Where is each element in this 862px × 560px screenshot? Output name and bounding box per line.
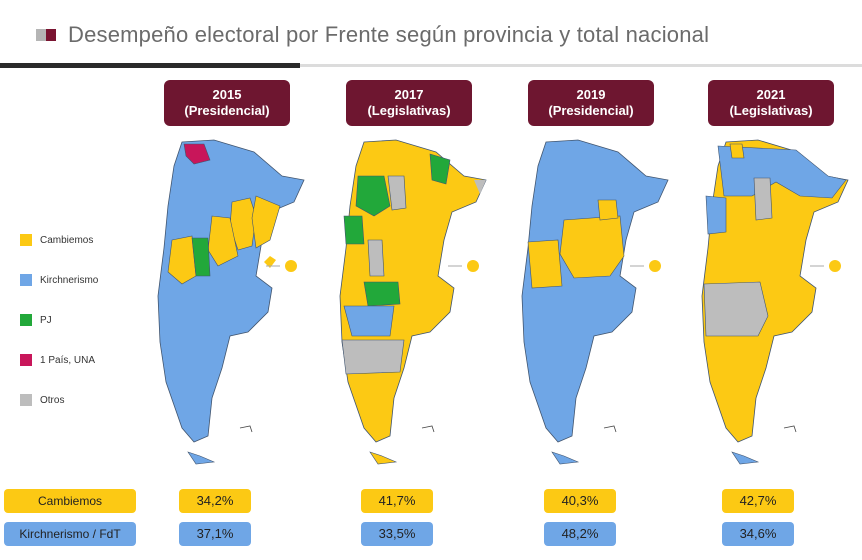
province-catamarca [355,175,391,217]
province-jujuy [729,143,745,159]
province-san-luis [367,239,385,277]
legend-label: 1 País, UNA [40,354,96,366]
legend-item-un-pais: 1 País, UNA [20,352,98,368]
province-entre-rios [264,256,276,268]
header-rule-light [300,64,862,67]
legend: Cambiemos Kirchnerismo PJ 1 País, UNA Ot… [20,232,98,432]
pct-kirchnerismo-2019: 48,2% [544,522,616,546]
province-neuquen-rionegro [703,281,769,337]
province-la-rioja [705,195,727,235]
province-mendoza [167,235,197,285]
badge-2017: 2017 (Legislativas) [346,80,472,126]
legend-swatch [20,314,32,326]
legend-label: PJ [40,314,52,326]
caba-inset [829,260,841,272]
row-label-kirchnerismo: Kirchnerismo / FdT [4,522,136,546]
legend-item-pj: PJ [20,312,98,328]
legend-label: Otros [40,394,65,406]
province-santa-fe-north [251,195,281,249]
tierra-del-fuego [731,451,760,465]
argentina-outline [521,139,669,443]
badge-year: 2015 [212,87,242,102]
province-rio-negro [343,305,395,337]
badge-year: 2021 [756,87,786,102]
badge-2019: 2019 (Presidencial) [528,80,654,126]
map-2019 [521,139,669,465]
badge-type: (Legislativas) [729,103,813,118]
pct-cambiemos-2017: 41,7% [361,489,433,513]
province-mendoza [527,239,563,289]
legend-item-cambiemos: Cambiemos [20,232,98,248]
malvinas-mark [603,425,617,433]
legend-swatch [20,394,32,406]
malvinas-mark [239,425,253,433]
caba-inset [649,260,661,272]
province-chubut [341,339,405,375]
legend-label: Cambiemos [40,234,94,246]
province-north-blue [717,145,847,199]
row-label-cambiemos: Cambiemos [4,489,136,513]
map-2021 [701,139,849,465]
argentina-outline [157,139,305,443]
malvinas-mark [421,425,435,433]
map-2017 [339,139,487,465]
legend-item-otros: Otros [20,392,98,408]
caba-inset [467,260,479,272]
argentina-outline [701,139,849,443]
legend-label: Kirchnerismo [40,274,99,286]
badge-2021: 2021 (Legislativas) [708,80,834,126]
tierra-del-fuego [187,451,216,465]
province-tucuman [387,175,407,211]
badge-type: (Presidencial) [548,103,634,118]
province-salta-jujuy [183,143,211,165]
province-misiones [474,180,486,194]
province-cordoba [207,215,239,267]
pct-cambiemos-2015: 34,2% [179,489,251,513]
province-san-luis [191,237,211,277]
legend-item-kirchnerismo: Kirchnerismo [20,272,98,288]
badge-2015: 2015 (Presidencial) [164,80,290,126]
tierra-del-fuego [551,451,580,465]
province-cordoba-santafe [559,215,625,279]
province-santiago [597,199,619,221]
province-la-pampa [363,281,401,307]
caba-inset [285,260,297,272]
legend-swatch [20,354,32,366]
pct-kirchnerismo-2015: 37,1% [179,522,251,546]
header: Desempeño electoral por Frente según pro… [36,18,709,52]
badge-year: 2017 [394,87,424,102]
page-title: Desempeño electoral por Frente según pro… [68,22,710,47]
badge-year: 2019 [576,87,606,102]
pct-cambiemos-2019: 40,3% [544,489,616,513]
header-rule-dark [0,63,300,68]
province-formosa [429,153,451,185]
map-2015 [157,139,305,465]
pct-kirchnerismo-2021: 34,6% [722,522,794,546]
legend-swatch [20,274,32,286]
title-bullet-icon [36,28,58,42]
tierra-del-fuego [369,451,398,465]
badge-type: (Presidencial) [184,103,270,118]
pct-kirchnerismo-2017: 33,5% [361,522,433,546]
malvinas-mark [783,425,797,433]
province-san-juan [343,215,365,245]
pct-cambiemos-2021: 42,7% [722,489,794,513]
badge-type: (Legislativas) [367,103,451,118]
province-santiago [753,177,773,221]
legend-swatch [20,234,32,246]
